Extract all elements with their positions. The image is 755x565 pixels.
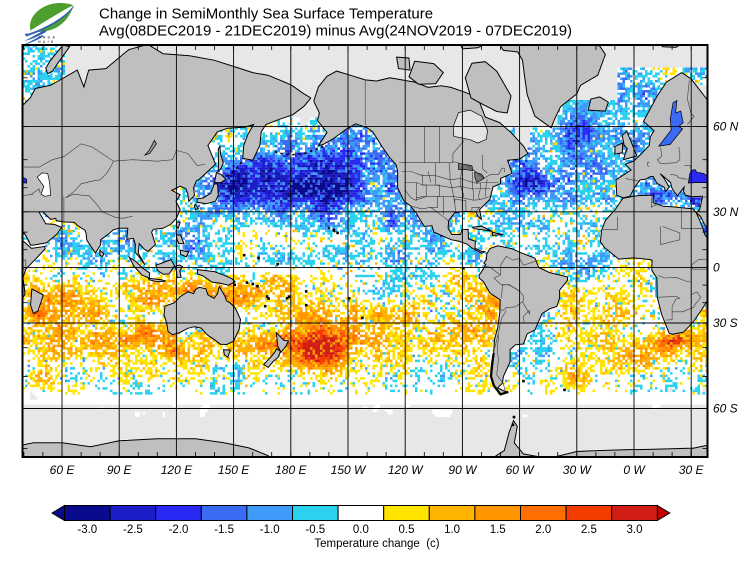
svg-text:HAIS: HAIS	[38, 40, 55, 44]
svg-text:30 E: 30 E	[679, 463, 705, 477]
svg-text:0: 0	[713, 260, 720, 274]
svg-text:60 E: 60 E	[50, 463, 76, 477]
svg-text:60 N: 60 N	[713, 119, 739, 133]
svg-text:90 E: 90 E	[107, 463, 133, 477]
svg-text:30 S: 30 S	[713, 316, 738, 330]
svg-text:3.0: 3.0	[627, 524, 643, 536]
svg-text:2.0: 2.0	[535, 524, 551, 536]
svg-text:90 W: 90 W	[448, 463, 478, 477]
svg-text:150 W: 150 W	[331, 463, 367, 477]
svg-text:-1.0: -1.0	[260, 524, 280, 536]
svg-text:0.5: 0.5	[399, 524, 415, 536]
svg-text:-2.0: -2.0	[169, 524, 189, 536]
svg-text:-1.5: -1.5	[214, 524, 234, 536]
svg-text:Temperature change (c): Temperature change (c)	[314, 538, 439, 550]
svg-text:0 W: 0 W	[623, 463, 646, 477]
svg-text:30 W: 30 W	[563, 463, 593, 477]
svg-text:-2.5: -2.5	[123, 524, 143, 536]
svg-text:120 E: 120 E	[161, 463, 193, 477]
svg-text:-3.0: -3.0	[77, 524, 97, 536]
svg-text:2.5: 2.5	[581, 524, 597, 536]
svg-text:180 E: 180 E	[275, 463, 307, 477]
svg-text:ARUA: ARUA	[38, 36, 57, 40]
svg-text:1.5: 1.5	[490, 524, 506, 536]
svg-text:0.0: 0.0	[353, 524, 369, 536]
svg-text:60 W: 60 W	[506, 463, 536, 477]
svg-text:Change in SemiMonthly Sea Surf: Change in SemiMonthly Sea Surface Temper…	[99, 6, 433, 23]
svg-text:60 S: 60 S	[713, 402, 738, 416]
svg-text:30 N: 30 N	[713, 205, 739, 219]
svg-text:150 E: 150 E	[218, 463, 250, 477]
svg-text:Avg(08DEC2019 - 21DEC2019) min: Avg(08DEC2019 - 21DEC2019) minus Avg(24N…	[99, 23, 572, 40]
svg-text:-0.5: -0.5	[305, 524, 325, 536]
svg-text:1.0: 1.0	[444, 524, 460, 536]
svg-text:120 W: 120 W	[388, 463, 424, 477]
